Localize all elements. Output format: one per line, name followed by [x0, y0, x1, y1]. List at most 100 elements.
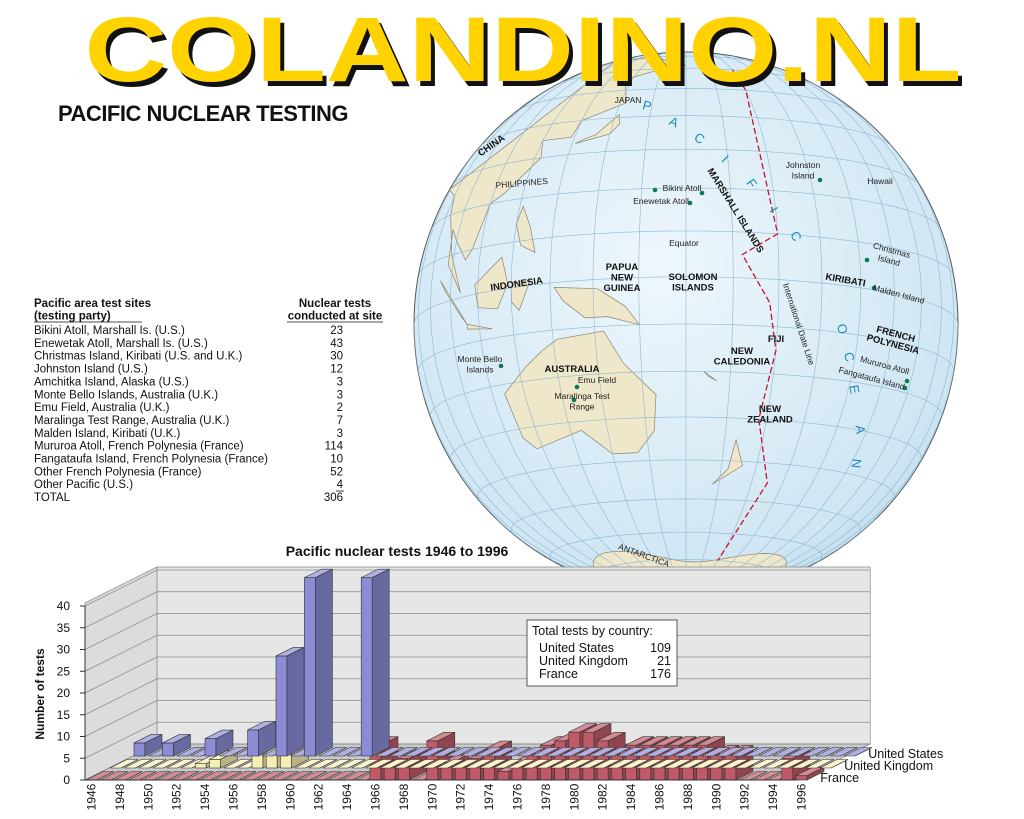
x-tick-label: 1978 [539, 783, 553, 810]
x-tick-label: 1948 [113, 783, 127, 810]
y-tick-label: 10 [57, 730, 71, 744]
ocean-letter: E [846, 384, 862, 395]
bar-side [324, 771, 342, 781]
map-label-line: Islands [467, 365, 494, 375]
map-label: PHILIPPINES [495, 176, 548, 191]
bar-side [798, 747, 816, 757]
totals-title: Total tests by country: [532, 624, 653, 638]
bar-side [258, 720, 276, 757]
total-label: TOTAL [34, 492, 71, 504]
grid-line [84, 613, 871, 650]
bar-side [238, 771, 257, 781]
map-label-line: Range [569, 402, 594, 412]
japan [575, 113, 621, 144]
y-tick-label: 15 [57, 708, 71, 722]
bar-side [499, 747, 518, 757]
bar-side [750, 771, 768, 781]
bar-side [348, 759, 366, 769]
bar-side [120, 759, 139, 769]
totals-value: 176 [650, 667, 671, 681]
map-label: Emu Field [578, 375, 617, 385]
bar-side [717, 759, 735, 769]
bar-side [343, 747, 361, 757]
map-label-line: ZEALAND [747, 415, 793, 426]
x-tick-label: 1946 [85, 783, 99, 810]
bar-side [234, 759, 252, 769]
map-label-line: NEW [611, 273, 633, 284]
globe [413, 51, 959, 597]
bar-side [471, 747, 489, 757]
bar-side [333, 759, 352, 769]
grid-line [84, 569, 871, 607]
series-label: United Kingdom [844, 759, 933, 773]
bar-side [840, 747, 858, 757]
bar-side [688, 759, 707, 769]
y-tick-label: 40 [57, 599, 71, 613]
site-name: Fangataufa Island, French Polynesia (Fra… [34, 454, 268, 466]
bar-side [376, 759, 394, 769]
site-dot [902, 385, 908, 391]
bar-side [177, 759, 195, 769]
bar [383, 766, 396, 781]
bar-side [570, 747, 589, 757]
bar-side [542, 747, 560, 757]
bar-side [712, 747, 731, 757]
x-tick-label: 1970 [425, 783, 439, 810]
site-dot [687, 200, 693, 206]
x-tick-label: 1996 [795, 783, 809, 810]
bar-side [684, 747, 702, 757]
bar [497, 770, 510, 781]
map-label: AUSTRALIA [545, 364, 600, 375]
site-dot [871, 285, 877, 291]
map-label: NEW ZEALAND [747, 404, 793, 426]
date-line [717, 69, 779, 561]
bar-side [812, 747, 830, 757]
ocean-letter: P [641, 97, 653, 114]
graticule [685, 83, 942, 593]
bar-side [167, 771, 186, 781]
bar-side [419, 759, 437, 769]
map-label: PAPUA NEW GUINEA [604, 262, 641, 294]
bar-side [599, 747, 617, 757]
bar-side [698, 747, 716, 757]
y-tick-label: 5 [63, 751, 70, 765]
bar [275, 655, 288, 757]
site-dot [864, 257, 870, 263]
ocean-letter: I [766, 204, 781, 215]
x-tick-label: 1986 [653, 783, 667, 810]
map-label-line: GUINEA [604, 283, 641, 294]
graticule [685, 53, 780, 593]
bar-side [267, 771, 285, 781]
back-wall [156, 566, 871, 745]
page-title: PACIFIC NUCLEAR TESTING [58, 101, 348, 126]
bar-side [428, 747, 447, 757]
totals-value: 109 [650, 641, 671, 655]
site-count: 3 [337, 376, 343, 388]
map-label: Johnston Island [786, 160, 821, 181]
bar-side [788, 759, 806, 769]
bar-side [443, 747, 461, 757]
site-name: Mururoa Atoll, French Polynesia (France) [34, 441, 244, 453]
bar-side [196, 771, 214, 781]
watermark-shadow: COLANDINO.NL [89, 4, 966, 106]
bar-side [153, 771, 171, 781]
site-count: 23 [330, 325, 343, 337]
graticule [450, 63, 687, 593]
bar-side [755, 747, 773, 757]
x-tick-label: 1962 [312, 783, 326, 810]
bar-side [400, 747, 418, 757]
bar-side [514, 747, 532, 757]
bar-side [641, 747, 660, 757]
site-dot [904, 378, 910, 384]
grid-line [84, 591, 871, 629]
site-dot [652, 187, 658, 193]
x-tick-label: 1984 [624, 783, 638, 810]
ocean-letter: A [853, 425, 869, 435]
bar-side [386, 747, 404, 757]
x-tick-label: 1968 [397, 783, 411, 810]
map-label: Bikini Atoll [663, 183, 702, 193]
bar-side [139, 771, 157, 781]
bar-side [575, 759, 593, 769]
bar-side [371, 568, 390, 757]
watermark: COLANDINO.NL [85, 0, 962, 101]
